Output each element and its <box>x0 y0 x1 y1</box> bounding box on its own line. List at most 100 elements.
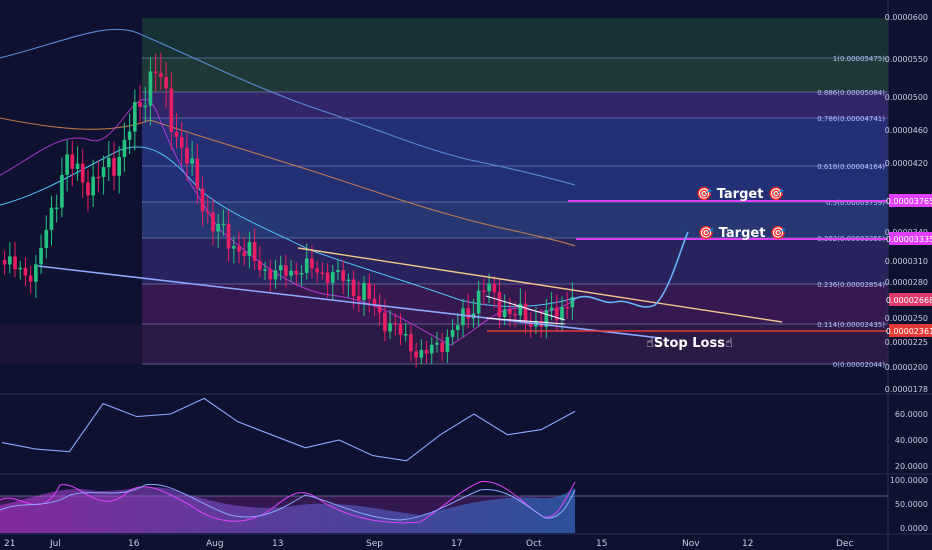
candle-body <box>528 322 533 327</box>
candle-body <box>247 242 252 256</box>
candle-body <box>273 270 278 280</box>
candle-body <box>153 71 158 74</box>
fib-label-0114: 0.114(0.00002435) <box>817 321 885 329</box>
candle-body <box>221 223 226 226</box>
candle-body <box>80 163 85 183</box>
stoch-k-line <box>0 481 576 524</box>
x-tick: Oct <box>526 539 542 549</box>
candle-body <box>117 156 122 176</box>
stochastic-panel: 100.0000 50.0000 0.0000 <box>0 476 928 533</box>
candle-body <box>403 334 408 336</box>
x-tick: 12 <box>742 539 753 549</box>
trend-lines <box>37 247 783 339</box>
candle-body <box>2 259 7 265</box>
candle-body <box>159 73 163 78</box>
projected-path <box>571 231 689 308</box>
fib-zone-0886 <box>142 92 888 118</box>
price-tag-stop-text: 0.00002361 <box>886 327 932 336</box>
candle-body <box>226 223 231 249</box>
candle-body <box>502 309 507 317</box>
candle-body <box>106 157 111 168</box>
candle-body <box>445 336 450 353</box>
candle-body <box>294 270 299 275</box>
x-tick: Jul <box>49 539 61 549</box>
lower-support-trendline <box>37 265 661 339</box>
candle-body <box>216 223 221 232</box>
candle-body <box>195 158 200 189</box>
price-tick: 0.0000500 <box>885 93 928 102</box>
fibonacci-retracement-zones <box>0 18 888 364</box>
x-tick: Aug <box>206 539 224 549</box>
fib-zone-0114 <box>142 324 888 364</box>
candle-body <box>237 246 241 252</box>
price-tick: 0.0000600 <box>885 13 928 22</box>
candle-body <box>362 283 366 301</box>
price-tick: 0.0000250 <box>885 314 928 323</box>
rsi-panel: 60.0000 40.0000 20.0000 <box>1 397 928 471</box>
candle-body <box>554 307 559 321</box>
candle-body <box>304 258 309 274</box>
candle-body <box>487 283 491 292</box>
candle-body <box>346 279 351 282</box>
candle-body <box>409 334 413 352</box>
candle-body <box>440 342 444 353</box>
ma-100-line <box>0 117 576 247</box>
stop-loss-label: ☝Stop Loss☝ <box>646 336 733 351</box>
fib-zone-left-ext <box>0 324 142 364</box>
price-tag-current-text: 0.00002668 <box>886 296 932 305</box>
candle-body <box>263 269 267 271</box>
candle-body <box>169 88 174 132</box>
candle-body <box>466 308 471 319</box>
candle-body <box>461 308 465 326</box>
price-tag-target-2-text: 0.00003335 <box>886 235 932 244</box>
candle-body <box>367 283 372 299</box>
candle-body <box>242 251 247 256</box>
fib-label-0886: 0.886(0.00005084) <box>817 89 885 97</box>
candle-body <box>497 292 502 317</box>
rsi-tick-60: 60.0000 <box>895 410 928 419</box>
candle-body <box>174 131 179 138</box>
candle-body <box>190 158 194 164</box>
candle-body <box>133 102 137 132</box>
candle-body <box>560 306 564 321</box>
candle-body <box>258 260 262 270</box>
candle-body <box>44 229 49 248</box>
x-tick: Sep <box>366 539 383 549</box>
candle-body <box>179 137 184 148</box>
candle-body <box>164 77 168 89</box>
price-tick: 0.0000420 <box>885 159 928 168</box>
candle-body <box>544 310 549 327</box>
rsi-line <box>1 397 576 462</box>
candle-body <box>325 272 330 283</box>
stoch-tick-100: 100.0000 <box>890 476 928 485</box>
x-tick: Dec <box>836 539 853 549</box>
fib-zone-top <box>142 18 888 58</box>
pennant-bottom-line <box>485 317 566 325</box>
candle-body <box>424 349 429 354</box>
price-tag-target-2 <box>889 232 932 245</box>
candle-body <box>278 265 283 271</box>
candle-body <box>310 258 314 269</box>
price-tick: 0.0000280 <box>885 278 928 287</box>
fib-zone-0786 <box>142 118 888 166</box>
candle-body <box>60 174 64 208</box>
fib-zone-0618 <box>142 166 888 202</box>
candle-body <box>39 247 43 265</box>
price-tick: 0.0000178 <box>885 385 928 394</box>
candle-body <box>299 273 304 275</box>
price-tags: 0.00003765 0.00003335 0.00002668 0.00002… <box>886 194 932 337</box>
candle-body <box>492 283 497 293</box>
candle-body <box>101 167 106 177</box>
candle-body <box>127 131 132 140</box>
x-tick: 17 <box>451 539 462 549</box>
candle-body <box>372 298 377 305</box>
candle-body <box>377 304 382 313</box>
fib-label-0: 0(0.00002044) <box>833 361 885 369</box>
ma-50-line <box>0 146 576 308</box>
candle-body <box>508 309 512 315</box>
candle-body <box>476 290 481 314</box>
candle-body <box>393 323 398 325</box>
stoch-d-line <box>0 483 576 521</box>
candle-body <box>330 272 335 283</box>
